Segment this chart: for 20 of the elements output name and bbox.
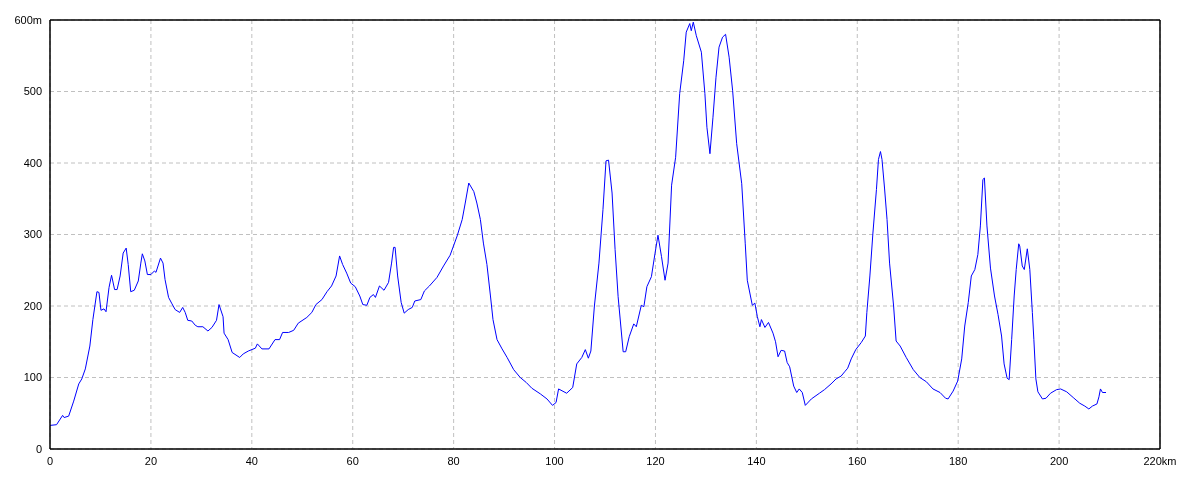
y-tick-label: 400 [23,156,42,169]
x-tick-label: 180 [949,454,968,467]
x-tick-label: 0 [46,454,54,467]
x-tick-label: 220km [1143,454,1177,467]
y-tick-label: 300 [23,228,42,241]
y-tick-label: 200 [23,299,42,312]
x-tick-label: 120 [646,454,665,467]
y-tick-label: 600m [14,13,42,26]
y-tick-label: 0 [35,442,42,455]
x-tick-label: 200 [1049,454,1069,467]
x-tick-label: 100 [545,454,564,467]
x-tick-label: 20 [144,454,158,467]
x-tick-label: 160 [848,454,867,467]
y-tick-label: 500 [23,85,42,98]
y-tick-label: 100 [23,371,42,384]
line-series [50,21,1107,426]
x-tick-label: 40 [245,454,258,467]
x-tick-label: 60 [346,454,359,467]
x-tick-label: 140 [747,454,766,467]
x-tick-label: 80 [447,454,460,467]
